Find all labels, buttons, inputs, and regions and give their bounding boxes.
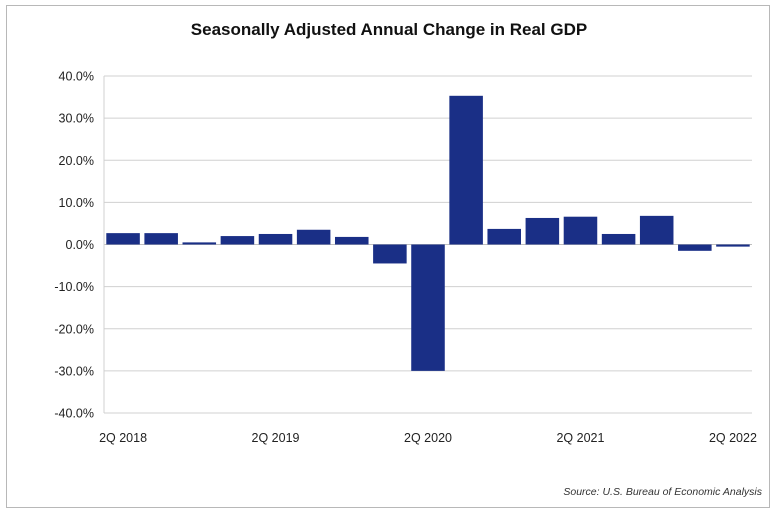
y-tick-label: -30.0%	[54, 364, 94, 378]
y-tick-label: 30.0%	[59, 112, 94, 126]
bar	[563, 216, 598, 245]
y-tick-label: 0.0%	[66, 238, 95, 252]
bar	[639, 215, 674, 245]
y-tick-label: 40.0%	[59, 70, 94, 84]
chart-title: Seasonally Adjusted Annual Change in Rea…	[190, 20, 588, 39]
y-tick-label: -20.0%	[54, 322, 94, 336]
bar	[487, 228, 521, 245]
bar	[716, 244, 750, 247]
y-tick-label: 10.0%	[59, 196, 94, 210]
bar	[106, 233, 140, 245]
x-tick-label: 2Q 2021	[556, 431, 604, 445]
bar	[525, 217, 560, 245]
bar	[182, 242, 217, 245]
y-tick-label: -40.0%	[54, 407, 94, 421]
bar	[373, 244, 407, 264]
bar	[296, 229, 331, 245]
bar	[258, 233, 293, 245]
x-tick-label: 2Q 2020	[404, 431, 452, 445]
bar	[411, 244, 445, 371]
bar	[220, 236, 255, 245]
bar	[144, 233, 178, 245]
x-axis-tick-labels: 2Q 2018 2Q 2019 2Q 2020 2Q 2021 2Q 2022	[99, 431, 757, 445]
x-tick-label: 2Q 2019	[252, 431, 300, 445]
bar	[449, 95, 483, 245]
y-tick-label: 20.0%	[59, 154, 94, 168]
bar	[601, 233, 636, 245]
bar	[678, 244, 712, 251]
source-note: Source: U.S. Bureau of Economic Analysis	[563, 486, 762, 498]
bars	[106, 95, 750, 371]
bar	[334, 236, 369, 245]
y-axis-tick-labels: 40.0% 30.0% 20.0% 10.0% 0.0% -10.0% -20.0% -30.…	[54, 70, 94, 421]
x-tick-label: 2Q 2018	[99, 431, 147, 445]
y-tick-label: -10.0%	[54, 280, 94, 294]
x-tick-label: 2Q 2022	[709, 431, 757, 445]
